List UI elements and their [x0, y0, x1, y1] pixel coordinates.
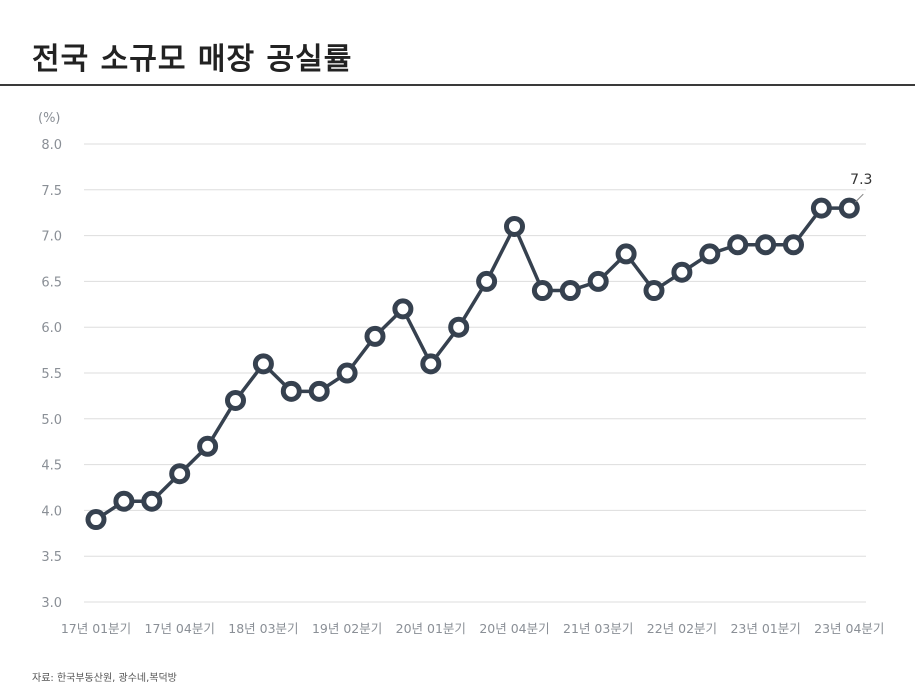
data-point — [587, 270, 609, 292]
y-tick-label: 4.0 — [41, 504, 62, 519]
y-tick-label: 4.5 — [41, 459, 62, 474]
data-point — [364, 325, 386, 347]
data-point — [113, 490, 135, 512]
data-point — [476, 270, 498, 292]
x-tick-label: 19년 02분기 — [312, 621, 382, 636]
x-tick-label: 20년 01분기 — [396, 621, 466, 636]
data-point — [643, 280, 665, 302]
data-point — [699, 243, 721, 265]
data-point — [615, 243, 637, 265]
data-point — [85, 509, 107, 531]
y-tick-label: 5.0 — [41, 413, 62, 428]
data-point — [308, 380, 330, 402]
y-tick-label: 7.0 — [41, 230, 62, 245]
data-label: 7.3 — [850, 172, 872, 188]
data-point — [783, 234, 804, 256]
y-tick-label: 7.5 — [41, 184, 62, 199]
data-point — [810, 197, 832, 219]
data-point — [755, 234, 777, 256]
y-tick-label: 6.5 — [41, 275, 62, 290]
x-tick-label: 23년 04분기 — [814, 621, 884, 636]
x-tick-label: 23년 01분기 — [730, 621, 800, 636]
annotation-leader — [854, 193, 864, 203]
x-tick-label: 17년 04분기 — [145, 621, 215, 636]
y-tick-label: 3.0 — [41, 596, 62, 611]
data-point — [727, 234, 749, 256]
data-point — [336, 362, 358, 384]
data-point — [671, 261, 693, 283]
y-tick-label: 5.5 — [41, 367, 62, 382]
data-point — [392, 298, 414, 320]
data-point — [252, 353, 274, 375]
data-point — [504, 215, 525, 237]
data-point — [448, 316, 470, 338]
data-point — [420, 353, 442, 375]
data-point — [531, 280, 553, 302]
x-tick-label: 18년 03분기 — [228, 621, 298, 636]
y-tick-label: 6.0 — [41, 321, 62, 336]
series-line — [95, 206, 850, 522]
data-point — [197, 435, 219, 457]
y-tick-label: 8.0 — [41, 138, 62, 153]
chart-title: 전국 소규모 매장 공실률 — [32, 42, 353, 77]
data-point — [280, 380, 302, 402]
data-point — [559, 280, 581, 302]
y-tick-label: 3.5 — [41, 550, 62, 565]
data-point — [838, 197, 860, 219]
x-tick-label: 20년 04분기 — [479, 621, 549, 636]
x-tick-label: 17년 01분기 — [61, 621, 131, 636]
data-point — [141, 490, 163, 512]
data-point — [225, 389, 246, 411]
x-tick-label: 21년 03분기 — [563, 621, 633, 636]
data-point — [169, 463, 191, 485]
title-divider — [0, 84, 915, 86]
y-axis-unit-label: (%) — [38, 111, 61, 126]
source-note: 자료: 한국부동산원, 광수네,복덕방 — [32, 673, 177, 684]
x-tick-label: 22년 02분기 — [647, 621, 717, 636]
